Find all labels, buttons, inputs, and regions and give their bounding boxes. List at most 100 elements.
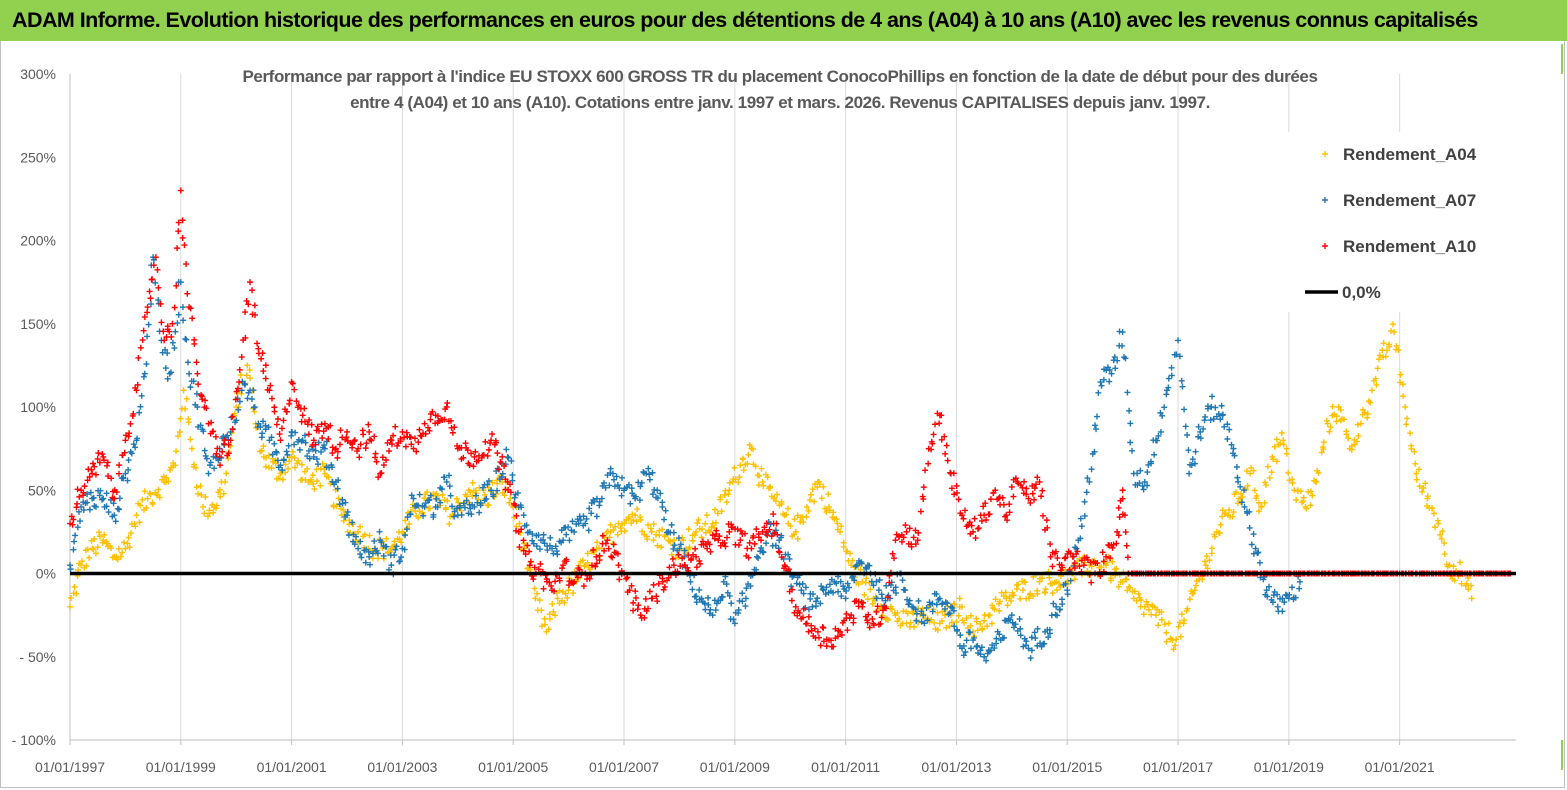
x-axis-ticks: 01/01/1997 01/01/1999 01/01/2001 01/01/2003… xyxy=(35,740,1435,775)
data-point xyxy=(211,465,218,472)
data-point xyxy=(137,344,144,351)
data-point xyxy=(903,620,910,627)
data-point xyxy=(987,496,994,503)
data-point xyxy=(826,507,833,514)
data-point xyxy=(766,484,773,491)
data-point xyxy=(915,529,922,536)
data-point xyxy=(650,521,657,528)
x-tick-label: 01/01/1997 xyxy=(35,759,105,775)
data-point xyxy=(402,517,409,524)
data-point xyxy=(758,544,765,551)
data-point xyxy=(624,574,631,581)
data-point xyxy=(920,496,927,503)
data-point xyxy=(190,378,197,385)
data-point xyxy=(717,597,724,604)
data-point xyxy=(1329,403,1336,410)
data-point xyxy=(792,528,799,535)
data-point xyxy=(533,543,540,550)
data-point xyxy=(1032,635,1039,642)
data-point xyxy=(1181,406,1188,413)
data-point xyxy=(472,492,479,499)
data-point xyxy=(1178,611,1185,618)
data-point xyxy=(269,451,276,458)
data-point xyxy=(1104,559,1111,566)
data-point xyxy=(960,515,967,522)
data-point xyxy=(723,581,730,588)
data-point xyxy=(76,493,83,500)
data-point xyxy=(1383,347,1390,354)
data-point xyxy=(75,508,82,515)
data-point xyxy=(362,559,369,566)
data-point xyxy=(1318,449,1325,456)
data-point xyxy=(200,428,207,435)
data-point xyxy=(1158,608,1165,615)
data-point xyxy=(1084,475,1091,482)
data-point xyxy=(247,279,254,286)
data-point xyxy=(312,441,319,448)
data-point xyxy=(503,446,510,453)
data-point xyxy=(99,451,106,458)
data-point xyxy=(846,584,853,591)
data-point xyxy=(78,558,85,565)
data-point xyxy=(873,578,880,585)
data-point xyxy=(1343,428,1350,435)
data-point xyxy=(617,525,624,532)
data-point xyxy=(1046,626,1053,633)
data-point xyxy=(183,261,190,268)
data-point xyxy=(355,528,362,535)
data-point xyxy=(602,540,609,547)
data-point xyxy=(1008,612,1015,619)
data-point xyxy=(1163,629,1170,636)
data-point xyxy=(532,595,539,602)
data-point xyxy=(1100,376,1107,383)
data-point xyxy=(333,503,340,510)
data-point xyxy=(212,433,219,440)
data-point xyxy=(693,553,700,560)
data-point xyxy=(296,446,303,453)
data-point xyxy=(507,489,514,496)
data-point xyxy=(317,482,324,489)
data-point xyxy=(154,266,161,273)
data-point xyxy=(1264,593,1271,600)
data-point xyxy=(1053,586,1060,593)
data-point xyxy=(955,496,962,503)
data-point xyxy=(792,603,799,610)
data-point xyxy=(334,454,341,461)
data-point xyxy=(863,565,870,572)
data-point xyxy=(430,514,437,521)
data-point xyxy=(1429,505,1436,512)
data-point xyxy=(830,509,837,516)
data-point xyxy=(1192,582,1199,589)
data-point xyxy=(996,607,1003,614)
data-point xyxy=(903,528,910,535)
data-point xyxy=(1088,563,1095,570)
data-point xyxy=(433,495,440,502)
data-point xyxy=(306,455,313,462)
data-point xyxy=(580,513,587,520)
data-point xyxy=(110,500,117,507)
data-point xyxy=(630,517,637,524)
data-point xyxy=(373,458,380,465)
data-point xyxy=(735,542,742,549)
data-point xyxy=(260,418,267,425)
data-point xyxy=(1026,595,1033,602)
data-point xyxy=(944,457,951,464)
data-point xyxy=(427,416,434,423)
data-point xyxy=(1255,549,1262,556)
data-point xyxy=(736,474,743,481)
data-point xyxy=(662,507,669,514)
data-point xyxy=(1172,642,1179,649)
data-point xyxy=(878,614,885,621)
data-point xyxy=(366,553,373,560)
data-point xyxy=(504,453,511,460)
data-point xyxy=(805,613,812,620)
data-point xyxy=(130,410,137,417)
data-point xyxy=(1078,523,1085,530)
data-point xyxy=(1023,485,1030,492)
data-point xyxy=(864,596,871,603)
data-point xyxy=(262,375,269,382)
data-point xyxy=(194,370,201,377)
data-point xyxy=(164,350,171,357)
data-point xyxy=(1367,399,1374,406)
data-point xyxy=(1177,633,1184,640)
